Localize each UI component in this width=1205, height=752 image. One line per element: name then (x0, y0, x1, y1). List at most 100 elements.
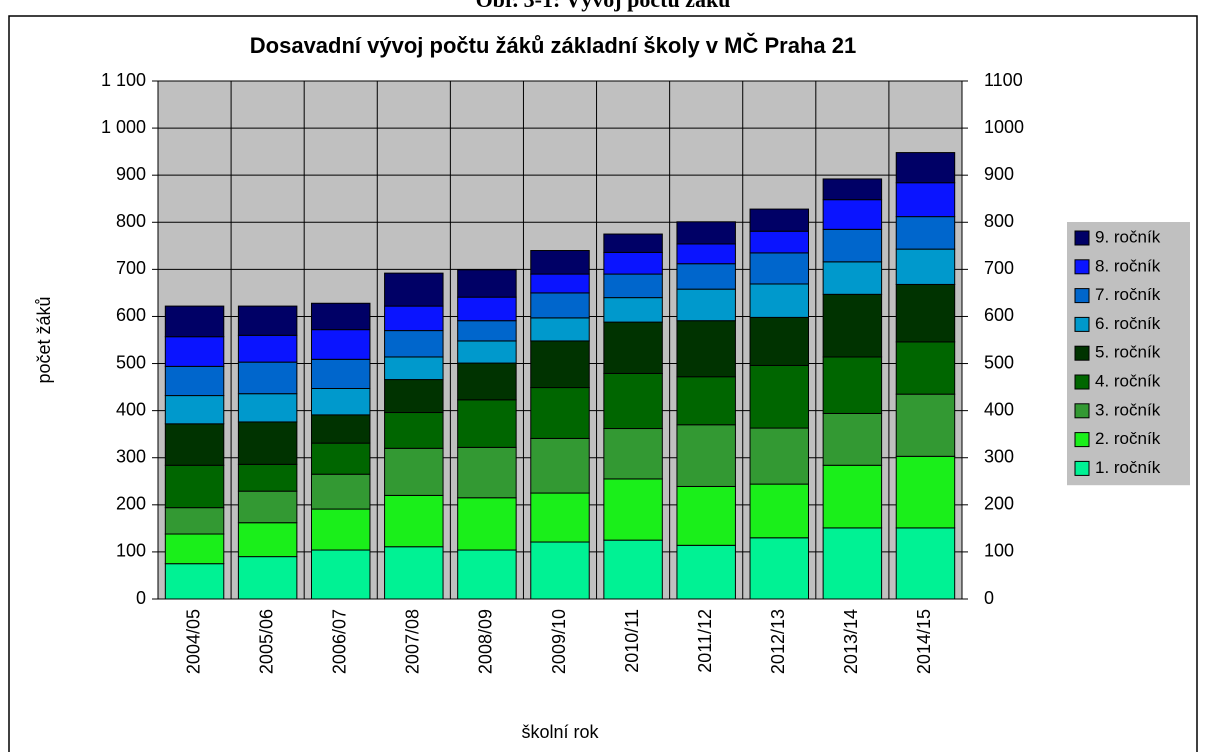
legend-swatch (1074, 345, 1090, 361)
bar-segment (457, 446, 517, 499)
legend-swatch (1074, 374, 1090, 390)
bar-segment (895, 248, 956, 285)
bar-segment (164, 464, 225, 509)
y2-tick-label: 900 (984, 164, 1014, 184)
x-tick-label: 2010/11 (622, 609, 642, 673)
y-tick-label: 1 000 (101, 117, 146, 137)
y-axis-label: počet žáků (34, 296, 54, 383)
y2-tick-label: 800 (984, 211, 1014, 231)
bar-segment (822, 199, 883, 230)
bar-segment (822, 527, 883, 600)
bar-segment (164, 395, 225, 425)
bar-segment (603, 273, 663, 299)
bar-segment (603, 539, 663, 600)
bar-segment (822, 464, 883, 529)
bar-segment (310, 358, 371, 390)
bar-segment (237, 305, 298, 336)
x-tick-label: 2013/14 (841, 609, 861, 674)
legend-label: 8. ročník (1095, 256, 1161, 275)
bar-segment (164, 507, 225, 535)
bar-segment (749, 208, 810, 232)
y2-tick-label: 400 (984, 399, 1014, 419)
x-tick-label: 2005/06 (256, 609, 276, 674)
bar-segment (749, 316, 810, 366)
bar-segment (384, 379, 444, 414)
x-tick-label: 2006/07 (329, 609, 349, 674)
bar-segment (603, 428, 663, 480)
bar-segment (530, 387, 590, 439)
y-tick-label: 500 (116, 352, 146, 372)
y-tick-label: 700 (116, 258, 146, 278)
bar-segment (530, 492, 590, 543)
bar-segment (530, 317, 590, 342)
bar-segment (457, 320, 517, 342)
caption: Obr. 3-1: Vývoj počtu žáků (476, 0, 731, 12)
bar-segment (164, 423, 225, 466)
bar-segment (749, 283, 810, 318)
y-tick-label: 0 (136, 588, 146, 608)
bar-segment (237, 490, 298, 524)
bar-segment (530, 273, 590, 294)
bar-segment (237, 463, 298, 492)
legend-label: 7. ročník (1095, 285, 1161, 304)
bar-segment (310, 302, 371, 331)
bar-segment (603, 372, 663, 430)
y-tick-label: 1 100 (101, 70, 146, 90)
bar-segment (895, 455, 956, 529)
y2-tick-label: 1100 (984, 70, 1023, 90)
bar-segment (749, 364, 810, 429)
bar-segment (310, 414, 371, 444)
bar-segment (457, 399, 517, 448)
bar-segment (822, 178, 883, 201)
bar-segment (310, 388, 371, 416)
legend-swatch (1074, 288, 1090, 304)
bar-segment (822, 261, 883, 295)
bar-segment (895, 152, 956, 184)
bar-segment (310, 473, 371, 510)
bar-segment (822, 412, 883, 466)
bar-segment (676, 424, 736, 487)
bar-segment (676, 320, 736, 378)
x-tick-label: 2014/15 (914, 609, 934, 674)
bar-segment (457, 340, 517, 364)
legend-swatch (1074, 432, 1090, 448)
chart-frame (8, 15, 1198, 752)
bar-segment (237, 522, 298, 558)
bar-segment (895, 182, 956, 218)
bar-segment (384, 412, 444, 449)
bar-segment (384, 447, 444, 496)
legend-label: 5. ročník (1095, 343, 1161, 362)
bar-segment (530, 292, 590, 319)
y2-tick-label: 200 (984, 494, 1014, 514)
legend-swatch (1074, 460, 1090, 476)
bar-segment (749, 252, 810, 285)
x-axis-label: školní rok (521, 722, 599, 742)
bar-segment (310, 442, 371, 475)
y-tick-label: 400 (116, 399, 146, 419)
legend-label: 4. ročník (1095, 371, 1161, 390)
bar-segment (457, 549, 517, 600)
bar-segment (603, 251, 663, 275)
bar-segment (895, 341, 956, 395)
bar-segment (237, 361, 298, 395)
x-tick-label: 2009/10 (549, 609, 569, 674)
x-tick-label: 2004/05 (183, 609, 203, 674)
bar-segment (310, 329, 371, 360)
legend-label: 1. ročník (1095, 458, 1161, 477)
legend-swatch (1074, 259, 1090, 275)
y2-tick-label: 300 (984, 446, 1014, 466)
legend-swatch (1074, 316, 1090, 332)
bar-segment (603, 321, 663, 374)
bar-segment (384, 330, 444, 358)
bar-segment (237, 556, 298, 600)
bar-segment (676, 243, 736, 265)
legend-swatch (1074, 403, 1090, 419)
bar-segment (603, 297, 663, 323)
legend-label: 9. ročník (1095, 227, 1161, 246)
bar-segment (310, 508, 371, 551)
y-tick-label: 900 (116, 164, 146, 184)
bar-segment (822, 228, 883, 263)
bar-segment (237, 393, 298, 423)
bar-segment (749, 427, 810, 485)
y-tick-label: 800 (116, 211, 146, 231)
